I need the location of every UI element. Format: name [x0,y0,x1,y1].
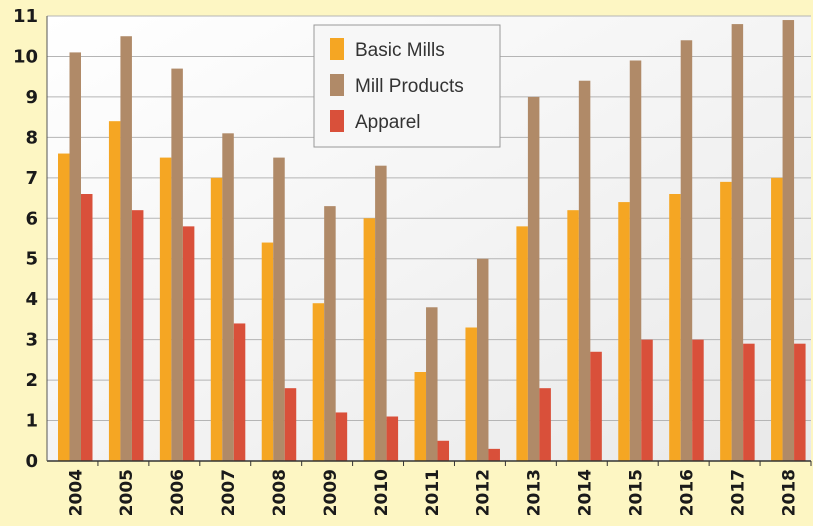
bar-basic-mills-2014 [567,210,579,461]
legend-box [313,24,501,148]
bar-apparel-2018 [794,343,806,461]
bar-apparel-2017 [743,343,755,461]
bar-mill-products-2013 [527,96,540,461]
bar-mill-products-2005 [120,36,132,462]
bar-mill-products-2015 [629,60,642,461]
x-tick-label: 2014 [576,469,596,516]
bar-mill-products-2008 [273,157,285,461]
bar-apparel-2013 [539,388,551,461]
bar-basic-mills-2016 [669,194,681,461]
bar-basic-mills-2005 [108,121,121,461]
bar-apparel-2012 [488,448,500,461]
y-tick-label: 1 [25,411,38,432]
bar-basic-mills-2004 [58,153,70,461]
x-tick-label: 2004 [66,469,86,516]
y-tick-label: 0 [25,451,38,472]
x-tick-label: 2015 [627,469,647,516]
bar-basic-mills-2017 [720,181,732,461]
bar-mill-products-2009 [324,206,336,461]
bar-apparel-2011 [437,440,450,461]
y-tick-label: 2 [25,370,38,391]
x-tick-label: 2008 [270,469,290,516]
x-tick-label: 2017 [728,469,748,516]
x-tick-label: 2016 [677,469,697,516]
bar-basic-mills-2008 [261,242,274,461]
bar-apparel-2007 [233,323,246,461]
bar-mill-products-2012 [476,258,489,461]
bar-basic-mills-2006 [159,157,172,461]
y-tick-label: 6 [25,208,38,229]
bar-mill-products-2007 [222,133,234,461]
y-tick-label: 11 [13,6,38,27]
y-tick-label: 4 [25,289,38,310]
bar-mill-products-2014 [578,80,591,462]
bar-apparel-2005 [131,210,144,461]
x-tick-label: 2010 [372,469,392,516]
x-tick-label: 2006 [168,469,188,516]
x-tick-label: 2013 [525,469,545,516]
legend-swatch-basic-mills [330,38,344,60]
x-axis-ticks: 2004 2005 2006 2007 2008 2009 2010 2011 2012 2013… [66,469,799,516]
bar-mill-products-2011 [426,307,438,461]
bar-basic-mills-2015 [618,202,630,461]
bar-basic-mills-2018 [771,177,783,461]
bar-basic-mills-2009 [312,303,325,461]
y-tick-label: 10 [13,46,38,67]
legend-swatch-mill-products [330,74,344,96]
y-axis-ticks: 0 1 2 3 4 5 6 7 8 9 10 11 [13,6,38,472]
bar-apparel-2008 [284,388,297,461]
bar-apparel-2006 [182,226,195,461]
legend-label-mill-products: Mill Products [355,76,464,97]
bar-mill-products-2017 [731,24,744,461]
bar-basic-mills-2010 [363,218,376,461]
x-tick-label: 2005 [117,469,137,516]
bar-apparel-2014 [590,351,602,461]
bar-apparel-2015 [641,339,653,461]
bar-basic-mills-2012 [465,327,477,461]
y-tick-label: 5 [25,249,38,270]
bar-mill-products-2018 [782,20,795,462]
bars [58,20,812,466]
bar-apparel-2010 [386,416,399,461]
bar-basic-mills-2007 [210,177,223,461]
x-tick-label: 2012 [474,469,494,516]
x-tick-label: 2007 [219,469,239,516]
legend-label-apparel: Apparel [355,112,421,133]
legend-label-basic-mills: Basic Mills [355,40,445,61]
x-tick-label: 2009 [321,469,341,516]
bar-basic-mills-2011 [414,372,427,461]
bar-apparel-2016 [692,339,704,461]
bar-basic-mills-2013 [516,226,528,461]
legend-swatch-apparel [330,110,344,132]
y-tick-label: 3 [25,330,38,351]
y-tick-label: 8 [25,127,38,148]
legend: Basic Mills Mill Products Apparel [313,24,501,148]
x-tick-label: 2011 [423,469,443,516]
bar-apparel-2004 [81,194,93,461]
x-tick-label: 2018 [779,469,799,516]
y-tick-label: 7 [25,168,38,189]
bar-mill-products-2010 [375,165,387,461]
bar-mill-products-2004 [69,52,81,462]
y-tick-label: 9 [25,87,38,108]
bar-mill-products-2006 [171,68,183,461]
bar-mill-products-2016 [680,40,693,461]
bar-apparel-2009 [335,412,348,461]
